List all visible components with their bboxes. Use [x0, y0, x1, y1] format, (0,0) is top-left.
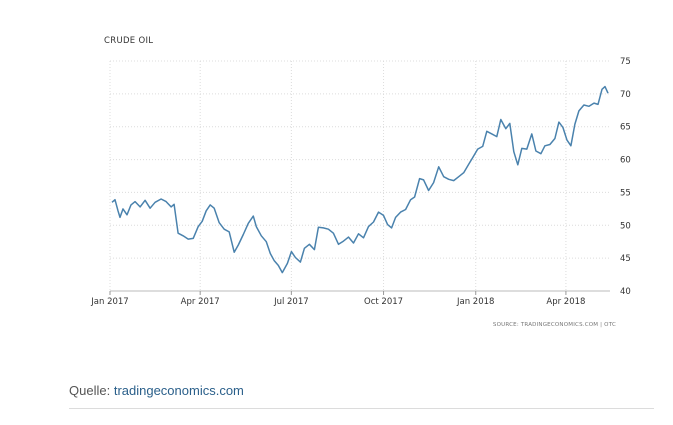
y-tick-label: 75	[620, 57, 631, 67]
y-tick-label: 70	[620, 90, 631, 100]
crude-oil-chart: CRUDE OIL Jan 2017 Apr 2017 Jul 2017 Oct 20…	[90, 36, 631, 328]
source-link[interactable]: tradingeconomics.com	[113, 383, 244, 398]
y-tick-label: 45	[620, 254, 631, 264]
caption-label: Quelle:	[69, 383, 111, 398]
y-tick-label: 40	[620, 287, 631, 297]
y-axis-ticks: 40 45 50 55 60 65 70 75	[620, 57, 631, 297]
y-tick-label: 65	[620, 123, 631, 133]
y-tick-label: 50	[620, 221, 631, 231]
divider	[69, 408, 654, 409]
source-caption: Quelle: tradingeconomics.com	[69, 383, 244, 398]
y-tick-label: 55	[620, 188, 631, 198]
x-tick-label: Jul 2017	[273, 297, 309, 307]
y-tick-label: 60	[620, 156, 631, 166]
x-tick-label: Apr 2017	[181, 297, 220, 307]
x-tick-label: Jan 2018	[456, 297, 494, 307]
series-line-crude-oil	[111, 85, 609, 274]
chart-title: CRUDE OIL	[104, 36, 153, 46]
source-note: SOURCE: TRADINGECONOMICS.COM | OTC	[493, 322, 616, 328]
x-tick-label: Jan 2017	[90, 297, 128, 307]
x-tick-label: Oct 2017	[364, 297, 403, 307]
grid-lines	[109, 60, 610, 292]
x-tick-label: Apr 2018	[546, 297, 585, 307]
x-axis-ticks: Jan 2017 Apr 2017 Jul 2017 Oct 2017 Jan 2018…	[90, 291, 585, 307]
